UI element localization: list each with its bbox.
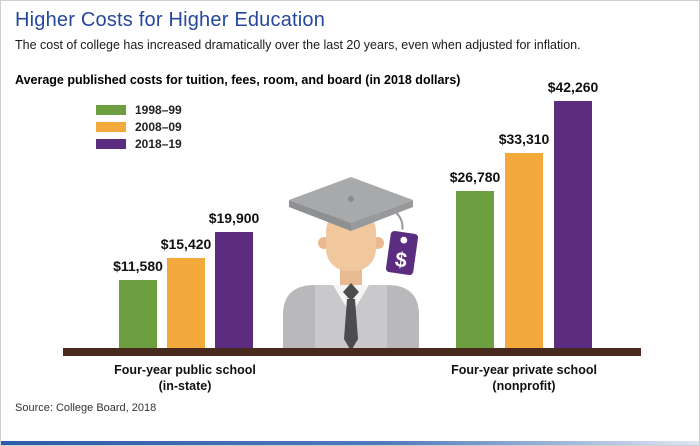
- mortarboard-button: [348, 196, 354, 202]
- bar-value-label: $11,580: [113, 258, 163, 274]
- legend-label-1998-99: 1998–99: [135, 102, 182, 117]
- legend-item-1998-99: 1998–99: [96, 101, 182, 118]
- category-public-line1: Four-year public school: [114, 363, 256, 377]
- category-private-line2: (nonprofit): [492, 379, 556, 394]
- chart-title: Average published costs for tuition, fee…: [15, 73, 461, 87]
- bar-1998-99-group1: [456, 191, 494, 348]
- price-tag: $: [383, 228, 421, 278]
- legend-label-2018-19: 2018–19: [135, 136, 182, 151]
- bar-value-label: $15,420: [160, 236, 212, 252]
- category-label-public: Four-year public school (in-state): [75, 362, 295, 395]
- bar-value-label: $19,900: [208, 210, 260, 226]
- legend-swatch-orange: [96, 121, 126, 132]
- graduate-illustration: $: [283, 177, 421, 353]
- chart-legend: 1998–99 2008–09 2018–19: [96, 101, 182, 152]
- chart-baseline: [63, 348, 641, 356]
- mortarboard-edge-left: [289, 200, 351, 231]
- mortarboard-edge-right: [351, 200, 413, 231]
- legend-swatch-purple: [96, 138, 126, 149]
- bar-2018-19-group1: [554, 101, 592, 348]
- bar-2008-09-group0: [167, 258, 205, 348]
- page-title: Higher Costs for Higher Education: [15, 9, 326, 31]
- page-subtitle: The cost of college has increased dramat…: [15, 38, 581, 52]
- bar-value-label: $33,310: [498, 131, 550, 147]
- legend-item-2008-09: 2008–09: [96, 118, 182, 135]
- bar-2008-09-group1: [505, 153, 543, 348]
- price-tag-body: [383, 228, 421, 278]
- category-label-private: Four-year private school (nonprofit): [414, 362, 634, 395]
- legend-item-2018-19: 2018–19: [96, 135, 182, 152]
- graduate-tie: [344, 299, 358, 351]
- category-public-line2: (in-state): [158, 379, 212, 394]
- legend-swatch-green: [96, 104, 126, 115]
- bar-value-label: $42,260: [547, 79, 599, 95]
- source-note: Source: College Board, 2018: [15, 402, 157, 414]
- price-tag-dollar: $: [394, 248, 409, 272]
- bar-2018-19-group0: [215, 232, 253, 348]
- bar-1998-99-group0: [119, 280, 157, 348]
- category-private-line1: Four-year private school: [451, 363, 597, 377]
- price-tag-hole: [400, 236, 408, 244]
- graduate-tie-knot: [343, 283, 359, 301]
- legend-label-2008-09: 2008–09: [135, 119, 182, 134]
- bar-value-label: $26,780: [449, 169, 501, 185]
- bottom-accent-rule: [1, 441, 699, 445]
